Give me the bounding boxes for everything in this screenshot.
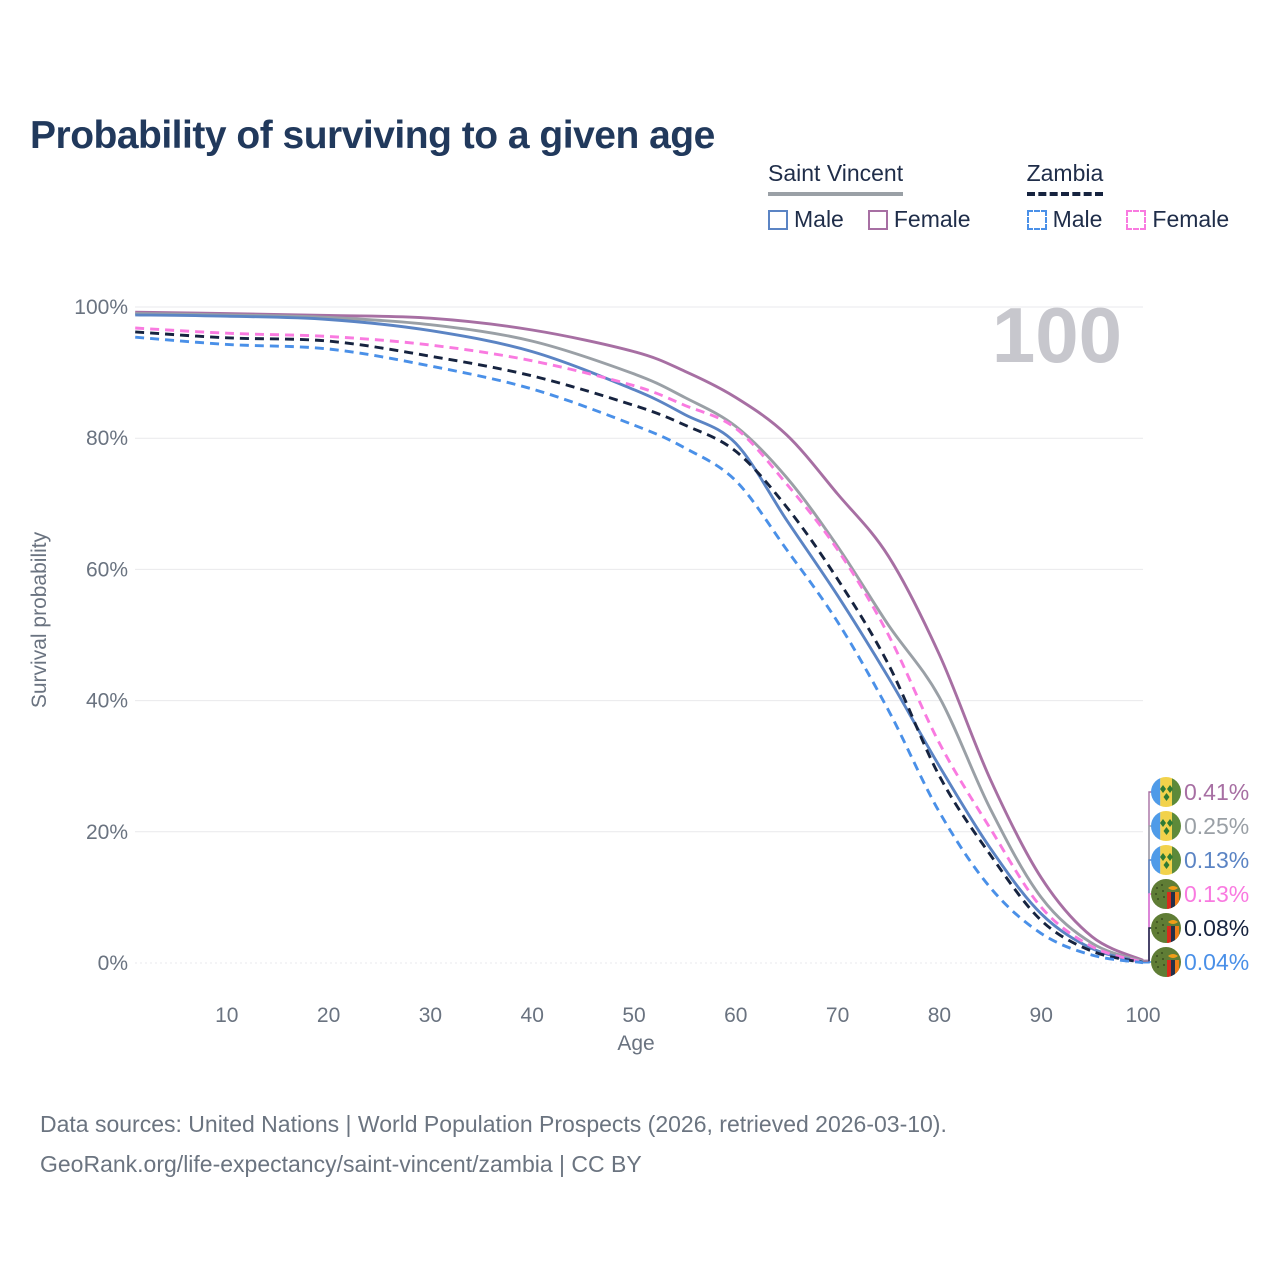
footer-data-sources: Data sources: United Nations | World Pop… [40, 1111, 947, 1137]
end-value-label-zambia-both-sexes: 0.08% [1184, 915, 1249, 941]
end-value-label-zambia-female: 0.13% [1184, 881, 1249, 907]
footer-attribution: GeoRank.org/life-expectancy/saint-vincen… [40, 1151, 642, 1177]
legend: Saint Vincent Male Female Zambia Male [768, 160, 1229, 233]
legend-group-zambia: Zambia Male Female [1026, 160, 1229, 233]
end-value-label-zambia-male: 0.04% [1184, 949, 1249, 975]
footer: Data sources: United Nations | World Pop… [40, 1104, 947, 1184]
legend-group-saint-vincent: Saint Vincent Male Female [768, 160, 971, 233]
y-tick-label: 60% [86, 558, 128, 581]
legend-item-label: Female [893, 206, 971, 232]
y-tick-label: 80% [86, 427, 128, 450]
legend-item-saint-vincent-female[interactable]: Female [867, 206, 971, 233]
legend-item-zambia-female[interactable]: Female [1126, 206, 1229, 233]
legend-item-saint-vincent-male[interactable]: Male [768, 206, 844, 233]
age-watermark: 100 [991, 291, 1122, 379]
series-line-zambia-both-sexes[interactable] [135, 330, 1144, 964]
x-tick-label: 30 [419, 1004, 442, 1027]
x-tick-label: 90 [1030, 1004, 1053, 1027]
series-line-saint-vincent-male[interactable] [135, 313, 1144, 964]
series-line-zambia-female[interactable] [135, 326, 1144, 964]
y-tick-label: 100% [74, 296, 128, 319]
x-tick-label: 10 [215, 1004, 238, 1027]
y-tick-label: 20% [86, 821, 128, 844]
legend-group-title-saint-vincent[interactable]: Saint Vincent [768, 160, 904, 196]
x-tick-label: 20 [317, 1004, 340, 1027]
series-line-saint-vincent-both-sexes[interactable] [135, 312, 1144, 963]
legend-item-label: Male [794, 206, 844, 232]
x-tick-label: 60 [724, 1004, 747, 1027]
end-value-label-saint-vincent-male: 0.13% [1184, 847, 1249, 873]
legend-group-title-zambia[interactable]: Zambia [1026, 160, 1104, 196]
x-tick-label: 50 [622, 1004, 645, 1027]
end-value-label-saint-vincent-both-sexes: 0.25% [1184, 813, 1249, 839]
saint-vincent-flag-icon [1151, 777, 1181, 807]
saint-vincent-flag-icon [1151, 845, 1181, 875]
series-line-saint-vincent-female[interactable] [135, 310, 1144, 962]
series-line-zambia-male[interactable] [135, 335, 1144, 965]
legend-item-label: Male [1052, 206, 1103, 232]
line-swatch-icon [867, 209, 888, 230]
x-tick-label: 80 [928, 1004, 951, 1027]
legend-item-zambia-male[interactable]: Male [1026, 206, 1103, 233]
line-swatch-icon [768, 209, 788, 230]
zambia-flag-icon [1151, 947, 1181, 977]
end-value-label-saint-vincent-female: 0.41% [1184, 779, 1249, 805]
page-title: Probability of surviving to a given age [30, 114, 715, 158]
y-tick-label: 0% [98, 952, 128, 975]
x-tick-label: 40 [521, 1004, 544, 1027]
y-axis-label: Survival probability [28, 531, 51, 708]
x-axis-label: Age [617, 1032, 654, 1055]
x-tick-label: 70 [826, 1004, 849, 1027]
y-tick-label: 40% [86, 690, 128, 713]
zambia-flag-icon [1151, 913, 1181, 943]
zambia-flag-icon [1151, 879, 1181, 909]
saint-vincent-flag-icon [1151, 811, 1181, 841]
legend-item-label: Female [1152, 206, 1230, 232]
dashed-line-swatch-icon [1026, 209, 1047, 230]
x-tick-label: 100 [1125, 1004, 1160, 1027]
dashed-line-swatch-icon [1126, 209, 1147, 230]
